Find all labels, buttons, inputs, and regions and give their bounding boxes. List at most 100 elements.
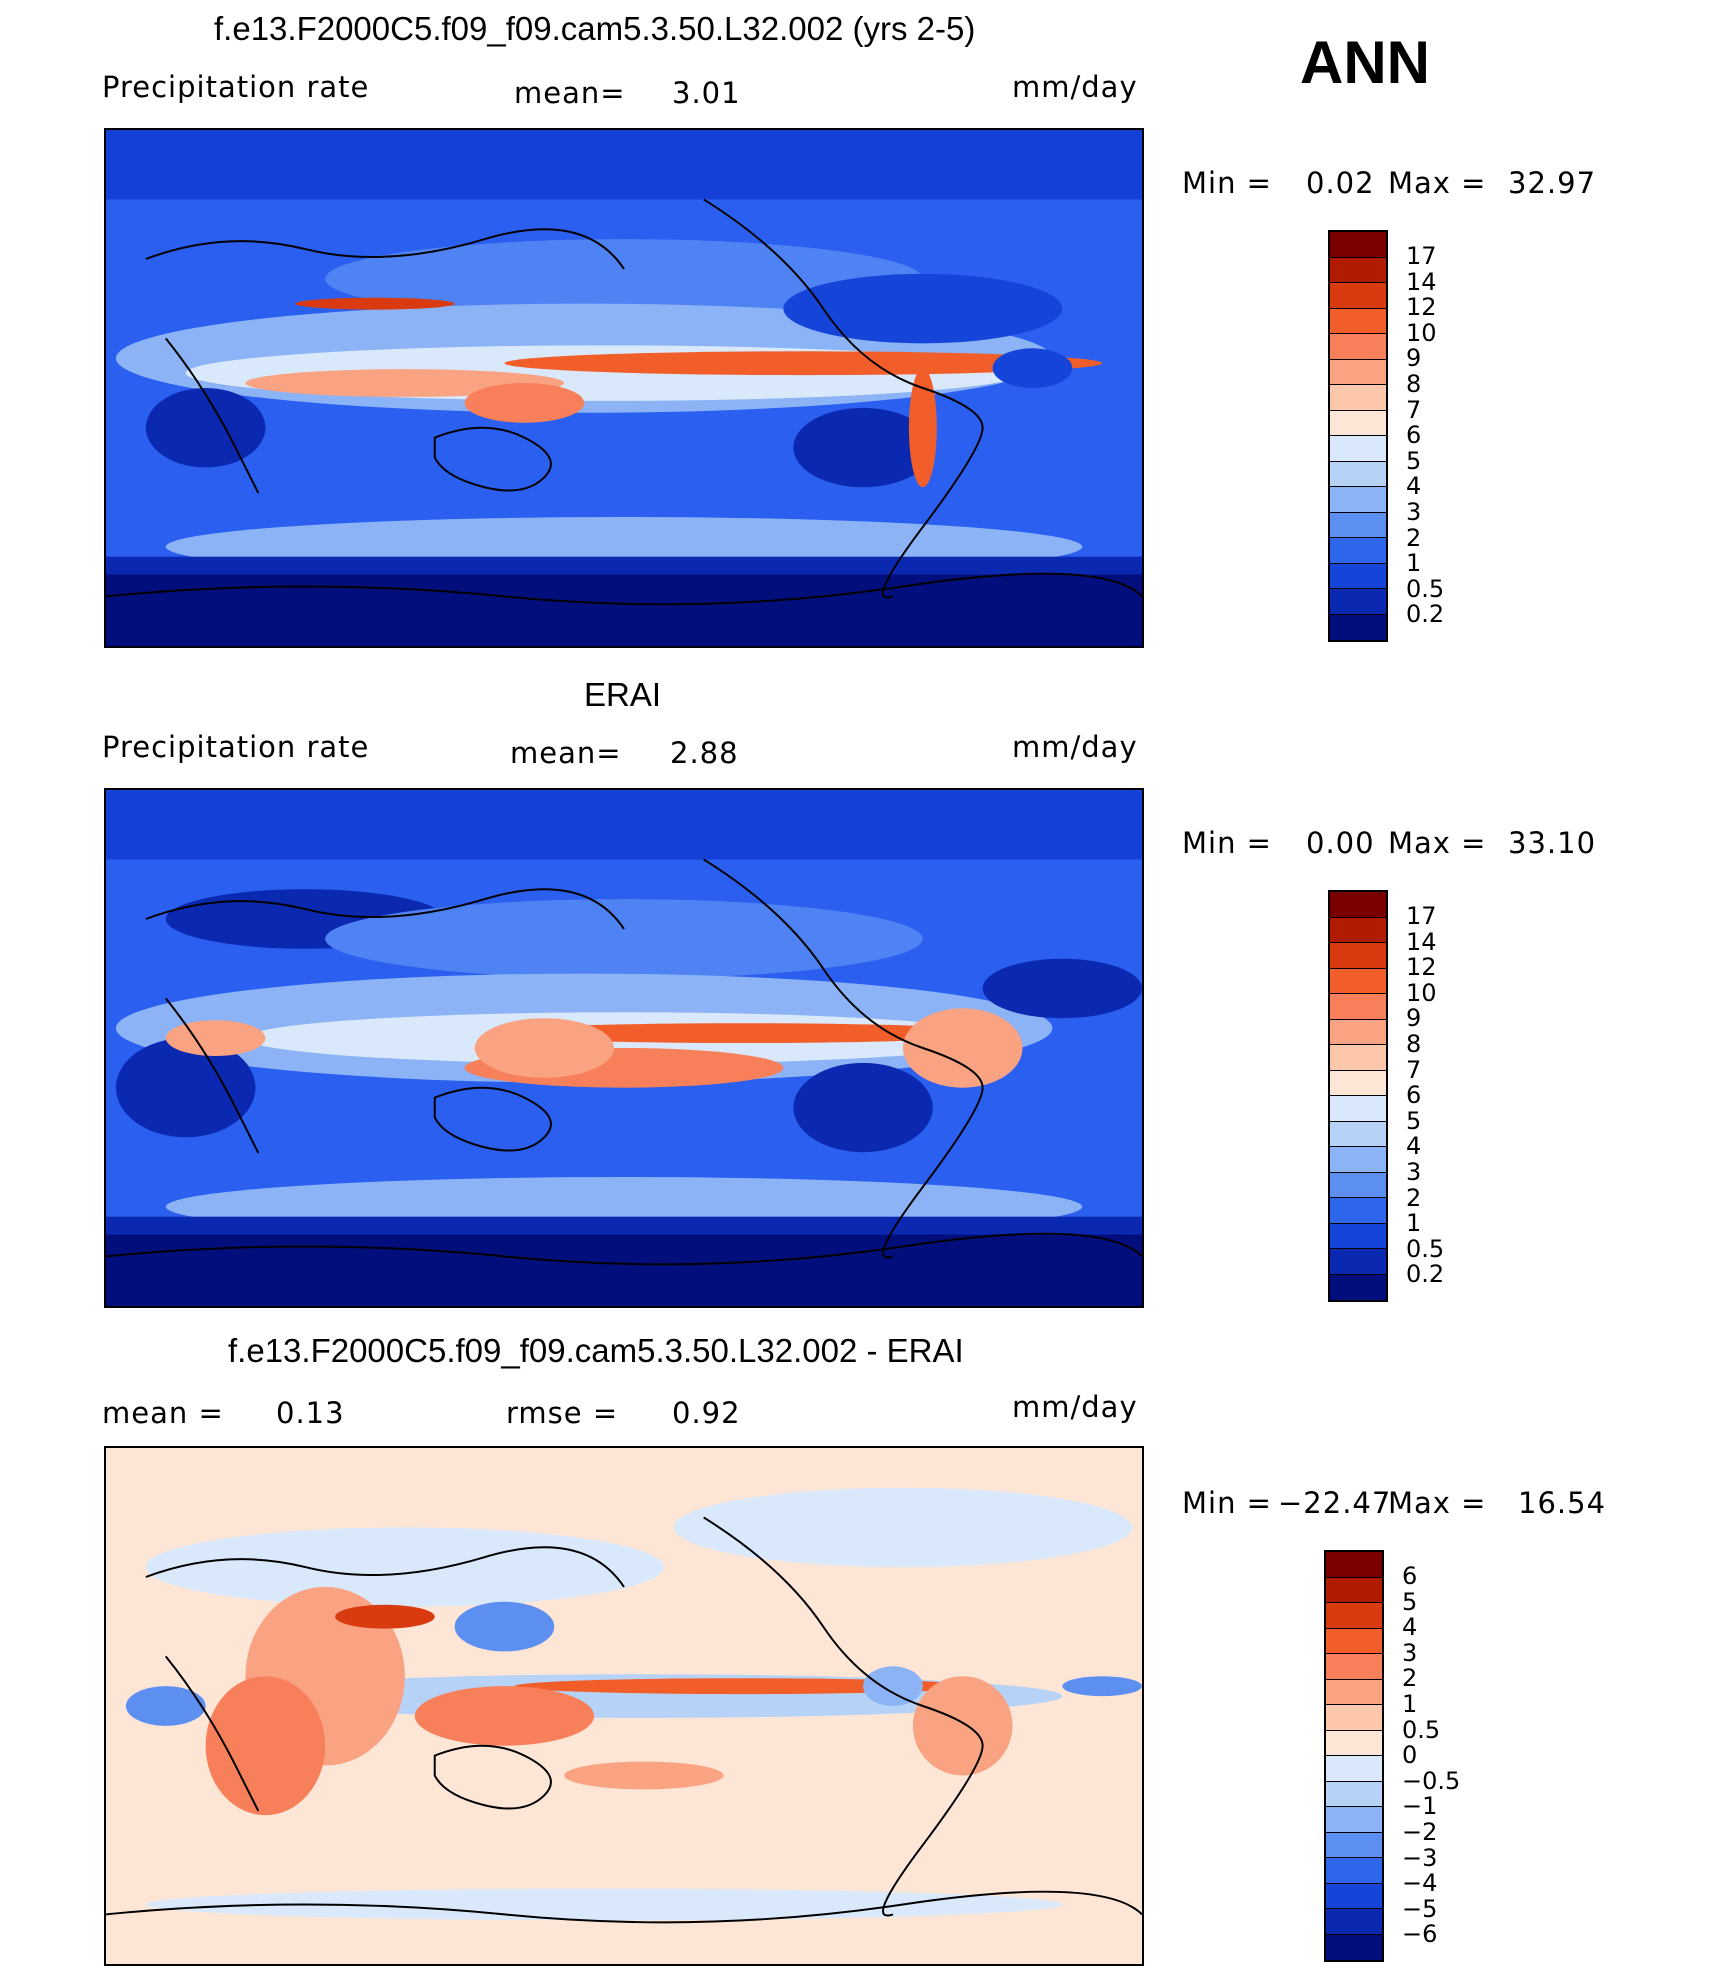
panel1-contour-field xyxy=(106,130,1142,646)
colorbar-segment xyxy=(1330,1045,1386,1071)
colorbar-segment xyxy=(1330,436,1386,462)
colorbar-tick-label: 9 xyxy=(1406,1004,1422,1033)
panel3-mean-label: mean = xyxy=(102,1396,224,1430)
colorbar-tick-label: 5 xyxy=(1402,1587,1418,1616)
colorbar-segment xyxy=(1330,1274,1386,1300)
colorbar-tick-label: 4 xyxy=(1406,1132,1422,1161)
colorbar-tick-label: 10 xyxy=(1406,318,1437,347)
colorbar-tick-label: 8 xyxy=(1406,1030,1422,1058)
colorbar-segment xyxy=(1330,1249,1386,1275)
panel1-mean-value: 3.01 xyxy=(672,76,741,110)
colorbar-segment xyxy=(1326,1577,1382,1603)
colorbar-tick-label: 2 xyxy=(1406,523,1422,552)
colorbar-segment xyxy=(1326,1654,1382,1680)
colorbar-tick-label: 3 xyxy=(1402,1638,1418,1667)
colorbar-tick-label: 2 xyxy=(1402,1664,1418,1693)
colorbar-segment xyxy=(1330,308,1386,334)
panel1-mean-label: mean= xyxy=(514,76,626,110)
colorbar-segment xyxy=(1330,385,1386,411)
panel2-colorbar xyxy=(1328,890,1388,1302)
panel2-map xyxy=(104,788,1144,1308)
colorbar-tick-label: 10 xyxy=(1406,978,1437,1007)
colorbar-tick-label: 9 xyxy=(1406,344,1422,373)
panel3-units: mm/day xyxy=(1012,1390,1138,1424)
panel3-map xyxy=(104,1446,1144,1966)
colorbar-tick-label: 14 xyxy=(1406,267,1437,296)
colorbar-tick-label: 0 xyxy=(1402,1741,1418,1770)
colorbar-tick-label: 0.5 xyxy=(1406,574,1445,603)
colorbar-tick-label: 2 xyxy=(1406,1183,1422,1212)
panel2-min-label: Min = xyxy=(1182,826,1272,860)
colorbar-segment xyxy=(1330,1172,1386,1198)
colorbar-segment xyxy=(1326,1934,1382,1960)
colorbar-tick-label: 6 xyxy=(1406,1081,1422,1110)
colorbar-tick-label: 0.2 xyxy=(1406,1260,1445,1289)
colorbar-segment xyxy=(1326,1603,1382,1629)
panel2-variable-label: Precipitation rate xyxy=(102,730,370,764)
panel1-variable-label: Precipitation rate xyxy=(102,70,370,104)
colorbar-segment xyxy=(1330,283,1386,309)
colorbar-segment xyxy=(1330,512,1386,538)
colorbar-segment xyxy=(1326,1705,1382,1731)
colorbar-tick-label: −2 xyxy=(1402,1818,1438,1846)
colorbar-segment xyxy=(1326,1552,1382,1578)
colorbar-tick-label: 0.2 xyxy=(1406,600,1445,629)
panel3-max-value: 16.54 xyxy=(1518,1486,1607,1520)
colorbar-segment xyxy=(1326,1756,1382,1782)
colorbar-segment xyxy=(1330,1223,1386,1249)
colorbar-segment xyxy=(1330,359,1386,385)
colorbar-tick-label: 0.5 xyxy=(1406,1234,1445,1263)
colorbar-tick-label: 1 xyxy=(1402,1690,1418,1718)
colorbar-tick-label: 0.5 xyxy=(1402,1715,1441,1744)
colorbar-tick-label: −4 xyxy=(1402,1869,1438,1898)
colorbar-segment xyxy=(1330,1121,1386,1147)
panel1-max-value: 32.97 xyxy=(1508,166,1597,200)
colorbar-tick-label: 4 xyxy=(1406,472,1422,501)
colorbar-tick-label: 3 xyxy=(1406,1158,1422,1186)
colorbar-segment xyxy=(1330,1198,1386,1224)
colorbar-segment xyxy=(1330,943,1386,969)
colorbar-segment xyxy=(1326,1781,1382,1807)
colorbar-tick-label: 6 xyxy=(1406,421,1422,450)
panel1-max-label: Max = xyxy=(1388,166,1487,200)
panel3-min-value: −22.47 xyxy=(1278,1486,1392,1520)
panel2-mean-value: 2.88 xyxy=(670,736,739,770)
colorbar-segment xyxy=(1330,614,1386,640)
panel1-min-value: 0.02 xyxy=(1306,166,1375,200)
colorbar-tick-label: 4 xyxy=(1402,1613,1418,1642)
colorbar-tick-label: 17 xyxy=(1406,242,1437,270)
colorbar-segment xyxy=(1330,538,1386,564)
colorbar-segment xyxy=(1326,1883,1382,1909)
panel3-max-label: Max = xyxy=(1388,1486,1487,1520)
colorbar-tick-label: −6 xyxy=(1402,1920,1438,1949)
colorbar-segment xyxy=(1330,892,1386,918)
colorbar-segment xyxy=(1330,232,1386,258)
colorbar-tick-label: −1 xyxy=(1402,1792,1438,1821)
panel3-rmse-value: 0.92 xyxy=(672,1396,741,1430)
panel1-map xyxy=(104,128,1144,648)
colorbar-segment xyxy=(1330,1019,1386,1045)
panel1-min-label: Min = xyxy=(1182,166,1272,200)
panel3-colorbar xyxy=(1324,1550,1384,1962)
season-label: ANN xyxy=(1300,29,1430,96)
panel1-units: mm/day xyxy=(1012,70,1138,104)
panel3-title: f.e13.F2000C5.f09_f09.cam5.3.50.L32.002 … xyxy=(228,1332,964,1369)
panel1-colorbar xyxy=(1328,230,1388,642)
panel3-contour-field xyxy=(106,1448,1142,1964)
colorbar-segment xyxy=(1330,994,1386,1020)
colorbar-tick-label: 6 xyxy=(1402,1562,1418,1590)
panel2-title: ERAI xyxy=(584,676,662,713)
colorbar-tick-label: 17 xyxy=(1406,902,1437,930)
colorbar-segment xyxy=(1330,410,1386,436)
colorbar-tick-label: 12 xyxy=(1406,953,1437,982)
panel2-max-value: 33.10 xyxy=(1508,826,1597,860)
colorbar-segment xyxy=(1330,334,1386,360)
colorbar-segment xyxy=(1330,589,1386,615)
colorbar-segment xyxy=(1330,968,1386,994)
colorbar-segment xyxy=(1330,1147,1386,1173)
panel2-mean-label: mean= xyxy=(510,736,622,770)
colorbar-tick-label: 12 xyxy=(1406,293,1437,322)
colorbar-segment xyxy=(1326,1807,1382,1833)
colorbar-segment xyxy=(1326,1730,1382,1756)
colorbar-tick-label: 3 xyxy=(1406,498,1422,526)
